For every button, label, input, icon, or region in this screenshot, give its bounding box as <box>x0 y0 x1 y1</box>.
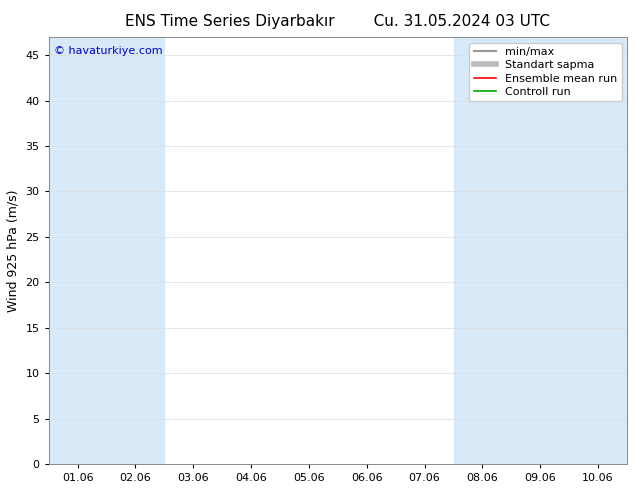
Y-axis label: Wind 925 hPa (m/s): Wind 925 hPa (m/s) <box>7 189 20 312</box>
Bar <box>453 37 627 464</box>
Text: © havaturkiye.com: © havaturkiye.com <box>55 46 163 55</box>
Title: ENS Time Series Diyarbakır        Cu. 31.05.2024 03 UTC: ENS Time Series Diyarbakır Cu. 31.05.202… <box>126 14 550 29</box>
Legend: min/max, Standart sapma, Ensemble mean run, Controll run: min/max, Standart sapma, Ensemble mean r… <box>469 43 621 101</box>
Bar <box>49 37 164 464</box>
